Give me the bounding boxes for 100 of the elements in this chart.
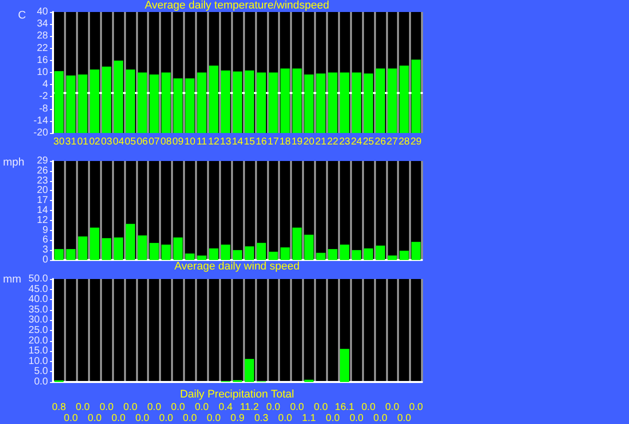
bar (173, 78, 183, 133)
y-tick-label: 5.0 (34, 366, 48, 378)
bar (400, 250, 409, 260)
text: Average daily wind speed (174, 260, 300, 272)
data-label: 0.0 (135, 413, 150, 424)
bar (244, 246, 254, 260)
data-label: 0.3 (254, 413, 269, 424)
bar (126, 69, 136, 133)
y-tick-label: 23 (36, 175, 48, 186)
bar (340, 348, 350, 382)
y-tick-label: 22 (36, 42, 48, 54)
y-tick-label: 14 (36, 205, 48, 216)
data-label: 0.0 (314, 402, 328, 413)
data-label: 0.9 (230, 413, 245, 424)
x-tick-label: 28 (398, 136, 410, 148)
y-tick-label: -20 (34, 128, 48, 138)
data-label: 0.0 (206, 413, 222, 424)
bar (292, 228, 302, 260)
bar (292, 68, 302, 133)
bar (256, 242, 266, 260)
y-tick-label: 10 (36, 67, 48, 78)
bar (209, 66, 218, 133)
data-label: 0.0 (159, 413, 174, 424)
bar (161, 244, 171, 260)
data-label: 0.0 (361, 402, 376, 413)
data-label: 0.0 (194, 402, 210, 413)
y-tick-label: 4 (42, 79, 48, 90)
x-tick-label: 04 (112, 136, 124, 148)
bar (90, 69, 100, 133)
data-label: 0.0 (100, 402, 114, 413)
bar (138, 235, 147, 260)
data-label: 0.0 (409, 402, 424, 413)
x-tick-label: 29 (410, 136, 422, 148)
y-tick-label: -8 (39, 103, 48, 114)
bar (78, 236, 88, 260)
x-tick-label: 21 (315, 136, 327, 148)
bar (328, 72, 338, 133)
y-tick-label: 6 (42, 234, 48, 246)
x-tick-label: 20 (303, 136, 315, 148)
bar (280, 247, 290, 260)
bar (232, 250, 242, 260)
y-tick-label: 45.0 (28, 284, 48, 295)
bar (185, 254, 195, 260)
x-tick-label: 19 (291, 136, 304, 148)
bar (340, 72, 350, 133)
y-axis-title: mph (3, 156, 24, 168)
y-tick-label: -2 (39, 91, 48, 102)
data-label: 0.0 (385, 402, 400, 413)
bar (232, 71, 242, 133)
bar (244, 70, 254, 133)
bar (90, 228, 100, 260)
y-tick-label: 10.0 (28, 356, 48, 367)
data-label: 0.0 (123, 402, 138, 413)
y-tick-label: 12 (36, 214, 48, 226)
x-tick-label: 11 (196, 136, 208, 148)
y-tick-label: 0.0 (34, 376, 48, 388)
bar (173, 237, 183, 260)
y-tick-label: 29 (36, 156, 48, 166)
y-tick-label: 15.0 (28, 346, 48, 357)
data-label: 0.8 (52, 402, 66, 413)
y-tick-label: 40.0 (28, 294, 48, 306)
x-tick-label: 22 (327, 136, 339, 148)
bar (114, 237, 124, 260)
y-tick-label: 3 (42, 244, 48, 256)
data-label: 0.0 (64, 413, 78, 424)
data-label: 11.2 (240, 402, 260, 413)
bar (220, 244, 230, 260)
data-label: 0.0 (373, 413, 388, 424)
y-tick-label: -14 (34, 115, 48, 126)
bar (209, 248, 218, 260)
data-label: 0.0 (397, 413, 412, 424)
data-label: 0.0 (147, 402, 162, 413)
y-tick-label: 28 (36, 30, 48, 42)
bar (114, 60, 124, 133)
y-tick-label: 0 (42, 254, 48, 266)
x-tick-label: 09 (172, 136, 184, 148)
bar (400, 66, 409, 133)
bar (376, 246, 385, 260)
text: Daily Precipitation Total (180, 388, 294, 400)
y-tick-label: 9 (42, 224, 48, 236)
bar (256, 72, 266, 133)
data-label: 0.0 (266, 402, 281, 413)
bar (316, 252, 326, 260)
data-label: 0.0 (88, 413, 102, 424)
bar (328, 249, 338, 260)
bar (66, 249, 76, 260)
data-label: 0.0 (182, 413, 198, 424)
x-tick-label: 15 (244, 136, 256, 148)
data-label: 0.0 (350, 413, 364, 424)
bar (138, 72, 147, 133)
data-label: 0.0 (326, 413, 340, 424)
x-tick-label: 14 (232, 136, 244, 148)
y-tick-label: 25.0 (28, 325, 48, 336)
bar (244, 358, 254, 382)
x-tick-label: 01 (77, 136, 89, 148)
y-tick-label: 26 (36, 165, 48, 176)
bar (126, 224, 136, 260)
data-label: 0.0 (171, 402, 186, 413)
bar (316, 74, 326, 133)
bar (268, 252, 278, 260)
